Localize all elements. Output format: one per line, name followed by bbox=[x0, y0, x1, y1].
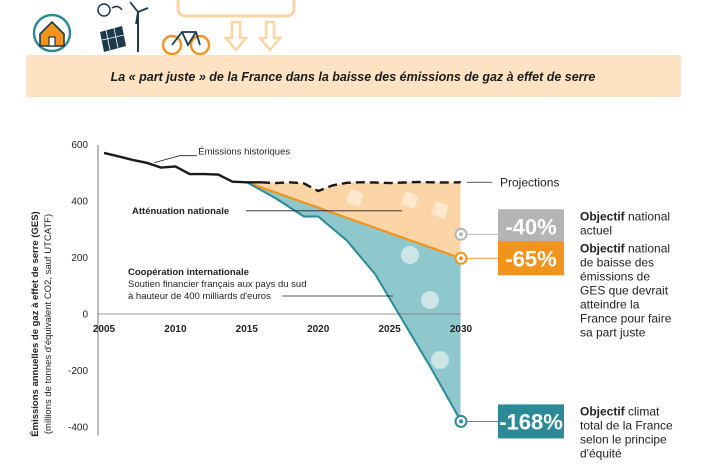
cooperation-line bbox=[246, 181, 462, 422]
objective-text-2-1: total de la France bbox=[580, 418, 673, 432]
objective-value-0: -40% bbox=[505, 214, 556, 239]
objective-text-1-6: sa part juste bbox=[580, 325, 646, 339]
y-tick-label-200: 200 bbox=[71, 253, 88, 264]
historical-line bbox=[103, 151, 262, 184]
x-tick-label-2025: 2025 bbox=[378, 324, 401, 335]
globe-icon-2 bbox=[421, 291, 439, 309]
globe-icon-1 bbox=[401, 246, 419, 264]
france-map-icon-0 bbox=[346, 189, 364, 207]
objective-text-1-4: atteindre la bbox=[580, 297, 640, 311]
y-axis-title: Émissions annuelles de gaz à effet de se… bbox=[30, 211, 41, 436]
objective-text-2-2: selon le principe bbox=[580, 432, 667, 446]
objective-text-1-3: GES que devrait bbox=[580, 283, 669, 297]
title-band bbox=[26, 55, 681, 97]
x-tick-label-2015: 2015 bbox=[236, 324, 259, 335]
objective-badge-2 bbox=[498, 404, 564, 439]
objective-text-2-3: d'équité bbox=[580, 446, 622, 460]
house-recycle-icon bbox=[32, 13, 72, 53]
objective-text-1-2: émissions de bbox=[580, 269, 650, 283]
historiques-leader bbox=[153, 155, 197, 164]
y-tick-label--400: -400 bbox=[68, 423, 88, 434]
x-tick-label-2005: 2005 bbox=[93, 324, 116, 335]
globe-icon-3 bbox=[371, 291, 389, 309]
globe-icon-0 bbox=[309, 221, 327, 239]
y-tick-label-400: 400 bbox=[71, 196, 88, 207]
cooperation-area bbox=[246, 182, 461, 422]
cooperation-sub1: Soutien financier français aux pays du s… bbox=[128, 279, 307, 290]
y-axis-subtitle: (millions de tonnes d'équivalent CO2, sa… bbox=[43, 214, 54, 434]
objective-badge-1 bbox=[498, 241, 564, 276]
y-tick-label-600: 600 bbox=[71, 140, 88, 151]
globe-icon-4 bbox=[431, 351, 449, 369]
objective-value-2: -168% bbox=[499, 409, 563, 434]
projections-label: Projections bbox=[500, 175, 559, 189]
objective-text-0-1: actuel bbox=[580, 223, 612, 237]
solar-panel-icon bbox=[97, 3, 126, 52]
attenuation-label: Atténuation nationale bbox=[132, 206, 229, 217]
objective-text-2-0: Objectif climat bbox=[580, 404, 660, 418]
france-map-icon-1 bbox=[401, 191, 419, 209]
x-tick-label-2020: 2020 bbox=[307, 324, 330, 335]
objective-value-1: -65% bbox=[505, 246, 556, 271]
historiques-label: Émissions historiques bbox=[198, 146, 290, 157]
chart-title: La « part juste » de la France dans la b… bbox=[111, 70, 596, 84]
reduction-arrows-icon bbox=[176, 0, 296, 52]
cooperation-sub2: à hauteur de 400 milliards d'euros bbox=[128, 291, 271, 302]
y-tick-label-0: 0 bbox=[82, 310, 88, 321]
france-map-icon-2 bbox=[431, 201, 449, 219]
cooperation-label: Coopération internationale bbox=[128, 267, 249, 278]
wind-turbine-icon bbox=[129, 1, 149, 52]
objective-marker-dot-0 bbox=[459, 232, 463, 237]
bicycle-icon bbox=[161, 31, 211, 56]
attenuation-line bbox=[246, 181, 462, 260]
objective-text-1-5: France pour faire bbox=[580, 311, 672, 325]
objective-badge-0 bbox=[498, 209, 564, 244]
y-tick-label--200: -200 bbox=[68, 366, 88, 377]
objective-text-1-0: Objectif national bbox=[580, 241, 670, 255]
objective-marker-dot-1 bbox=[459, 256, 463, 261]
projection-line bbox=[261, 180, 462, 193]
objective-text-0-0: Objectif national bbox=[580, 209, 670, 223]
objective-marker-dot-2 bbox=[459, 419, 463, 424]
icons-row bbox=[32, 0, 296, 56]
x-tick-label-2010: 2010 bbox=[164, 324, 187, 335]
objective-text-1-1: de baisse des bbox=[580, 255, 654, 269]
